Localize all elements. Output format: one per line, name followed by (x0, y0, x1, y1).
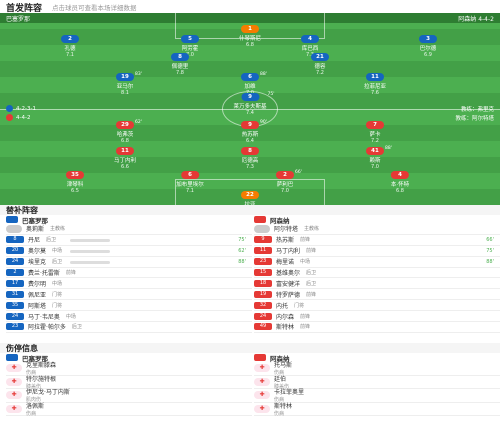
sub-row[interactable]: 11 马丁内利 前锋 75' (254, 246, 500, 257)
away-badge-icon (6, 114, 13, 121)
home-player-lb[interactable]: 3 巴尔德 6.9 (419, 35, 437, 58)
sub-row[interactable]: 19 特罗萨德 前锋 (254, 289, 500, 301)
pitch-away-label: 阿森纳 4-4-2 (458, 15, 494, 23)
away-player-lb[interactable]: 35 津琴科 6.5 (66, 171, 84, 194)
away-injuries-header: 阿森纳 (254, 353, 500, 363)
home-formation: 4-2-3-1 (6, 105, 36, 112)
section-title-subs: 替补阵容 (0, 205, 500, 215)
injury-row: ✚ 卡拉菲奥里 伤病 (254, 389, 500, 403)
bottom-penalty-box (175, 179, 325, 205)
football-pitch: 巴塞罗那 阿森纳 4-4-2 4-2-3-1 4-4-2 教练：弗里克 教练：阿… (0, 13, 500, 208)
sub-row[interactable]: 奥莉斯 主教练 (6, 224, 252, 235)
home-subs-list: 巴塞罗那 奥莉斯 主教练 8 丹尼 后卫 75' 20 奥尔莫 中场 62' 24 埃里克 后卫 8… (6, 215, 252, 333)
home-injuries-list: 巴塞罗那 ✚ 克里斯滕森 伤病 ✚ 特尔施特根 膝盖伤 ✚ 伊尼戈·马丁内斯 肌肉伤 ✚ 洛佩… (6, 353, 252, 417)
away-injuries-list: 阿森纳 ✚ 托马斯 伤病 ✚ 廷伯 膝盖伤 ✚ 卡拉菲奥里 伤病 ✚ 斯特林 伤病 (254, 353, 500, 417)
sub-row[interactable]: 31 佩尼亚 门将 (6, 289, 252, 301)
injury-cross-icon: ✚ (254, 391, 270, 400)
avatar (254, 224, 270, 233)
sub-row[interactable]: 32 内托 门将 (254, 300, 500, 312)
injury-cross-icon: ✚ (6, 391, 22, 400)
home-coach: 教练：弗里克 (460, 107, 494, 113)
away-player-lm[interactable]: 11 马丁内利 6.6 (113, 147, 137, 170)
away-player-dm[interactable]: 41 88' 赖斯 7.0 (366, 146, 392, 170)
away-logo-icon (254, 354, 266, 361)
away-player-cb2[interactable]: 2 66' 萨利巴 7.0 (276, 170, 302, 194)
away-player-rb[interactable]: 4 本·怀特 6.8 (390, 171, 410, 194)
injury-row: ✚ 斯特林 伤病 (254, 403, 500, 417)
home-player-st[interactable]: 9 75' 莱万多夫斯基 7.4 (233, 92, 275, 116)
away-player-rw[interactable]: 7 萨卡 7.2 (366, 121, 384, 144)
section-title-lineup: 首发阵容 (6, 3, 43, 14)
home-logo-icon (6, 216, 18, 223)
pitch-home-label: 巴塞罗那 (6, 15, 31, 23)
away-logo-icon (254, 216, 266, 223)
sub-row[interactable]: 17 费尔明 中场 (6, 278, 252, 290)
home-player-cm1[interactable]: 8 佩德里 7.8 (171, 53, 189, 76)
away-player-st1[interactable]: 29 62' 哈弗茨 6.8 (116, 120, 142, 144)
away-player-st2[interactable]: 9 90' 热苏斯 6.4 (241, 120, 267, 144)
injury-cross-icon: ✚ (254, 404, 270, 413)
injury-row: ✚ 伊尼戈·马丁内斯 肌肉伤 (6, 389, 252, 403)
home-player-cb1[interactable]: 5 阿劳霍 7.0 (181, 35, 199, 58)
section-title-injuries: 伤停信息 (0, 343, 500, 353)
home-logo-icon (6, 354, 18, 361)
injury-cross-icon: ✚ (6, 377, 22, 386)
home-player-rw[interactable]: 19 83' 亚马尔 8.1 (116, 72, 142, 96)
home-subs-header: 巴塞罗那 (6, 215, 252, 225)
injury-row: ✚ 洛佩斯 伤病 (6, 403, 252, 417)
injury-cross-icon: ✚ (254, 377, 270, 386)
sub-row[interactable]: 23 梅里诺 中场 88' (254, 257, 500, 268)
home-player-cb2[interactable]: 4 库巴西 7.3 (301, 35, 319, 58)
injury-row: ✚ 克里斯滕森 伤病 (6, 362, 252, 376)
injury-cross-icon: ✚ (6, 404, 22, 413)
sub-row[interactable]: 49 斯特林 前锋 (254, 322, 500, 333)
sub-row[interactable]: 23 阿拉霍·帕尔多 后卫 (6, 322, 252, 333)
home-injuries-header: 巴塞罗那 (6, 353, 252, 363)
sub-row[interactable]: 阿尔特塔 主教练 (254, 224, 500, 235)
home-player-lw[interactable]: 11 拉菲尼亚 7.6 (363, 73, 387, 96)
home-badge-icon (6, 105, 13, 112)
sub-row[interactable]: 20 奥尔莫 中场 62' (6, 246, 252, 257)
lineup-header: 首发阵容 点击球员可查看本场详细数据 (0, 0, 500, 14)
away-coach: 教练：阿尔特塔 (455, 116, 494, 122)
injury-row: ✚ 托马斯 伤病 (254, 362, 500, 376)
away-player-cb1[interactable]: 6 加布里埃尔 7.1 (176, 171, 204, 194)
injury-cross-icon: ✚ (6, 364, 22, 373)
injury-row: ✚ 廷伯 膝盖伤 (254, 376, 500, 390)
sub-row[interactable]: 2 费兰·托雷斯 前锋 (6, 268, 252, 279)
sub-row[interactable]: 9 热苏斯 前锋 66' (254, 235, 500, 246)
sub-row[interactable]: 24 埃里克 后卫 88' (6, 257, 252, 268)
sub-row[interactable]: 35 阿斯塔 门将 (6, 300, 252, 312)
away-subs-header: 阿森纳 (254, 215, 500, 225)
away-subs-list: 阿森纳 阿尔特塔 主教练 9 热苏斯 前锋 66' 11 马丁内利 前锋 75' 23 梅里诺中… (254, 215, 500, 333)
sub-row[interactable]: 15 基维奥尔 后卫 (254, 268, 500, 279)
home-player-cm2[interactable]: 21 德容 7.2 (311, 53, 329, 76)
injury-cross-icon: ✚ (254, 364, 270, 373)
pitch-top-strip: 巴塞罗那 阿森纳 4-4-2 (0, 13, 500, 23)
home-player-gk[interactable]: 1 什琴斯尼 6.8 (238, 25, 262, 48)
sub-row[interactable]: 24 马丁·韦尼奥 中场 (6, 311, 252, 323)
top-penalty-box (175, 13, 325, 39)
avatar (6, 224, 22, 233)
sub-row[interactable]: 24 内尔森 前锋 (254, 311, 500, 323)
lineup-hint: 点击球员可查看本场详细数据 (52, 4, 137, 12)
sub-row[interactable]: 8 丹尼 后卫 75' (6, 235, 252, 246)
sub-row[interactable]: 18 富安健洋 后卫 (254, 278, 500, 290)
away-formation: 4-4-2 (6, 114, 30, 121)
home-player-rb[interactable]: 2 孔德 7.1 (61, 35, 79, 58)
away-player-cm[interactable]: 8 厄德高 7.3 (241, 147, 259, 170)
injury-row: ✚ 特尔施特根 膝盖伤 (6, 376, 252, 390)
